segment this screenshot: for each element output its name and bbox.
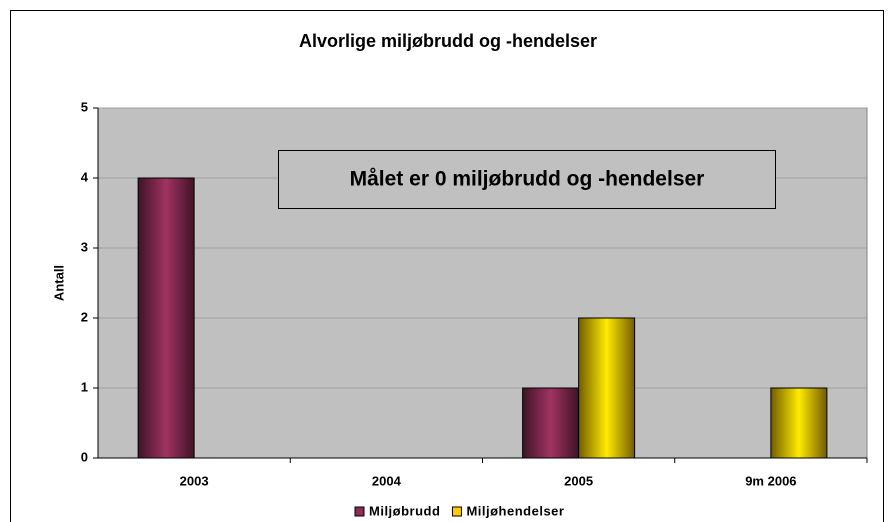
legend-swatch — [451, 506, 462, 517]
y-tick-label: 5 — [81, 99, 88, 114]
chart-title: Alvorlige miljøbrudd og -hendelser — [299, 31, 597, 51]
x-tick-label: 9m 2006 — [745, 473, 796, 488]
bar — [770, 387, 828, 459]
bars — [137, 177, 828, 459]
legend-label: Miljøhendelser — [466, 503, 564, 518]
y-tick-label: 3 — [81, 239, 88, 254]
legend: Miljøbrudd Miljøhendelser — [354, 503, 564, 518]
bar — [137, 177, 195, 459]
y-tick-label: 1 — [81, 379, 88, 394]
annotation-box — [278, 150, 776, 209]
bar — [578, 317, 636, 459]
annotation: Målet er 0 miljøbrudd og -hendelser — [350, 168, 705, 191]
y-tick-label: 2 — [81, 309, 88, 324]
x-tick-label: 2003 — [180, 473, 209, 488]
y-tick-label: 0 — [81, 449, 88, 464]
y-axis-label: Antall — [51, 265, 66, 301]
x-tick-label: 2004 — [372, 473, 402, 488]
bar — [522, 387, 580, 459]
legend-swatch — [354, 506, 365, 517]
x-tick-label: 2005 — [564, 473, 593, 488]
y-tick-label: 4 — [81, 169, 89, 184]
legend-label: Miljøbrudd — [369, 503, 440, 518]
